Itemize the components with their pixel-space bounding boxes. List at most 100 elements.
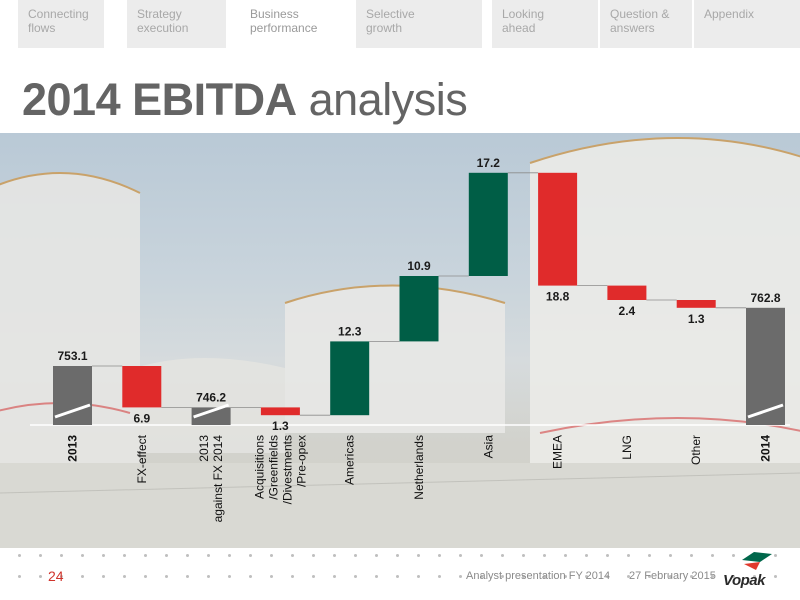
footer-dot	[459, 554, 462, 557]
footer-dot	[102, 554, 105, 557]
footer-dot	[207, 554, 210, 557]
footer-dot	[375, 575, 378, 578]
footer-dot	[81, 554, 84, 557]
footer-dot	[522, 575, 525, 578]
footer-dot	[333, 575, 336, 578]
footer-dot	[312, 575, 315, 578]
category-tick-label: 2013 against FX 2014	[197, 435, 225, 523]
footer-dot	[690, 575, 693, 578]
footer-dot	[249, 575, 252, 578]
footer-dot	[522, 554, 525, 557]
footer-dot	[543, 575, 546, 578]
axis-break-mark	[193, 403, 230, 419]
footer-dot	[123, 554, 126, 557]
tab-business-performance[interactable]: Business performance	[240, 0, 345, 48]
category-tick-line: 2013	[66, 435, 80, 462]
chart-bars	[30, 172, 790, 426]
footer-dot	[480, 575, 483, 578]
footer-dot	[144, 575, 147, 578]
bar-value-label: 2.4	[619, 304, 636, 318]
category-tick-line: Asia	[481, 435, 495, 459]
footer-dot	[165, 575, 168, 578]
footer-dot	[39, 554, 42, 557]
category-tick-label: Asia	[481, 435, 495, 459]
footer-dot	[438, 554, 441, 557]
footer-dot	[270, 554, 273, 557]
tab-connecting-flows[interactable]: Connecting flows	[18, 0, 104, 48]
footer-dot	[711, 575, 714, 578]
footer-dot	[774, 575, 777, 578]
footer-dot	[270, 575, 273, 578]
category-tick-line: EMEA	[551, 435, 565, 469]
category-tick-label: Other	[689, 435, 703, 465]
category-tick-line: 2014	[759, 435, 773, 462]
category-tick-line: FX-effect	[135, 434, 149, 483]
footer-dot	[165, 554, 168, 557]
tab-question-answers[interactable]: Question & answers	[600, 0, 692, 48]
bar-decrease	[607, 285, 647, 300]
category-tick-label: FX-effect	[135, 434, 149, 483]
footer-dot	[459, 575, 462, 578]
footer-dot	[648, 575, 651, 578]
bar-value-label: 18.8	[546, 290, 570, 304]
footer-dot	[627, 554, 630, 557]
tab-looking-ahead[interactable]: Looking ahead	[492, 0, 598, 48]
footer-dot	[732, 554, 735, 557]
bar-decrease	[676, 300, 716, 308]
bar-increase	[330, 341, 370, 416]
bar-value-label: 17.2	[477, 156, 501, 170]
footer-dot	[417, 554, 420, 557]
footer-dot	[417, 575, 420, 578]
category-tick-line: against FX 2014	[211, 435, 225, 523]
bar-increase	[468, 172, 508, 276]
footer-dot	[354, 575, 357, 578]
category-tick-line: /Divestments	[280, 435, 294, 504]
footer-dot	[501, 554, 504, 557]
tab-selective-growth[interactable]: Selective growth	[356, 0, 482, 48]
category-tick-label: Americas	[343, 435, 357, 485]
footer-dot	[60, 575, 63, 578]
footer-dot	[438, 575, 441, 578]
vopak-logo-icon	[742, 552, 772, 570]
footer-dot	[564, 554, 567, 557]
bar-decrease	[538, 172, 578, 286]
footer-dot	[18, 575, 21, 578]
category-tick-line: /Greenfields	[266, 435, 280, 500]
bar-value-label: 746.2	[196, 390, 226, 404]
bar-value-label: 1.3	[272, 419, 289, 433]
chart-category-ticks: 2013 FX-effect 2013 against FX 2014 Acquisit…	[66, 434, 773, 522]
page-title-bold: 2014 EBITDA	[22, 74, 297, 125]
category-tick-line: LNG	[620, 435, 634, 460]
footer-dot	[18, 554, 21, 557]
footer-dot	[375, 554, 378, 557]
footer-dot	[585, 575, 588, 578]
footer-dot	[144, 554, 147, 557]
page-title-light: analysis	[308, 74, 468, 125]
footer-dot	[396, 575, 399, 578]
tab-strategy-execution[interactable]: Strategy execution	[127, 0, 226, 48]
tab-appendix[interactable]: Appendix	[694, 0, 800, 48]
vopak-logo-text: Vopak	[723, 572, 765, 589]
category-tick-label: EMEA	[551, 435, 565, 469]
bar-value-label: 1.3	[688, 312, 705, 326]
category-tick-label: 2014	[759, 435, 773, 462]
footer-dot	[711, 554, 714, 557]
top-navigation: Connecting flows Strategy execution Busi…	[0, 0, 800, 50]
footer-dot	[606, 575, 609, 578]
footer-dot	[228, 575, 231, 578]
footer-dot	[669, 554, 672, 557]
footer-dot	[81, 575, 84, 578]
footer-dot	[60, 554, 63, 557]
bar-value-label: 762.8	[750, 291, 780, 305]
footer-dot	[543, 554, 546, 557]
bar-decrease	[260, 407, 300, 416]
footer-dot	[648, 554, 651, 557]
footer-dot	[774, 554, 777, 557]
axis-break-mark	[54, 403, 91, 419]
bar-decrease	[122, 366, 162, 408]
footer-dot	[690, 554, 693, 557]
footer-dot	[732, 575, 735, 578]
category-tick-label: Netherlands	[412, 435, 426, 500]
footer-dot	[312, 554, 315, 557]
